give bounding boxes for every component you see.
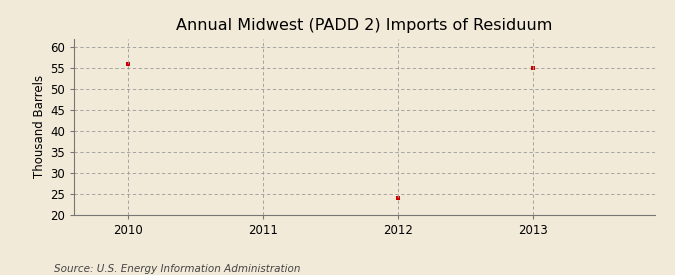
- Title: Annual Midwest (PADD 2) Imports of Residuum: Annual Midwest (PADD 2) Imports of Resid…: [176, 18, 553, 33]
- Text: Source: U.S. Energy Information Administration: Source: U.S. Energy Information Administ…: [54, 264, 300, 274]
- Y-axis label: Thousand Barrels: Thousand Barrels: [33, 75, 46, 178]
